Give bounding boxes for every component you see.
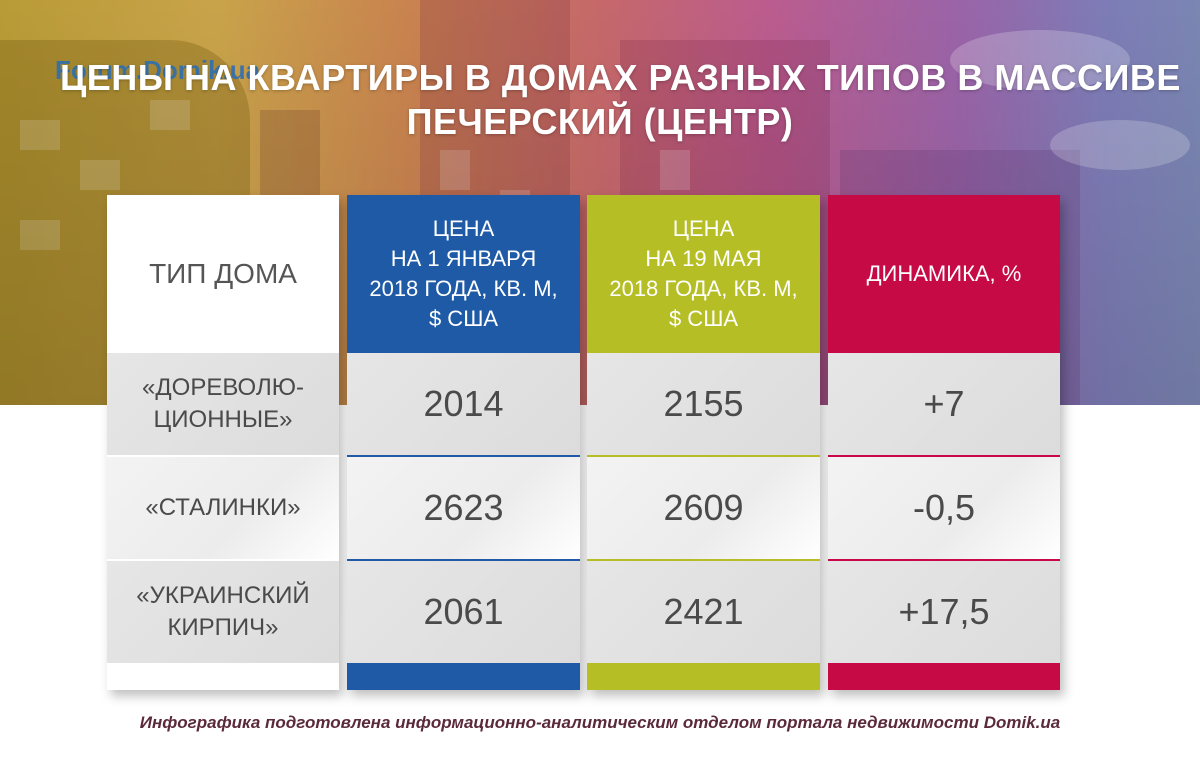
column-price-may: ЦЕНА НА 19 МАЯ 2018 ГОДА, КВ. М, $ США 2… xyxy=(587,195,820,690)
type-cell-stalinki: «СТАЛИНКИ» xyxy=(107,457,339,559)
price-may-cell: 2421 xyxy=(587,561,820,663)
column-dynamics: ДИНАМИКА, % +7 -0,5 +17,5 xyxy=(828,195,1060,690)
watermark-logo: Forum.Domik.ua xyxy=(55,55,261,85)
header-house-type: ТИП ДОМА xyxy=(149,257,297,289)
price-may-cell: 2155 xyxy=(587,353,820,455)
page-title: ЦЕНЫ НА КВАРТИРЫ В ДОМАХ РАЗНЫХ ТИПОВ В … xyxy=(60,56,1181,144)
header-price-jan: ЦЕНА НА 1 ЯНВАРЯ 2018 ГОДА, КВ. М, $ США xyxy=(369,215,558,331)
price-jan-cell: 2014 xyxy=(347,353,580,455)
column-price-jan: ЦЕНА НА 1 ЯНВАРЯ 2018 ГОДА, КВ. М, $ США… xyxy=(347,195,580,690)
dynamics-cell: +17,5 xyxy=(828,561,1060,663)
price-jan-cell: 2061 xyxy=(347,561,580,663)
title-line-2: ПЕЧЕРСКИЙ (ЦЕНТР) xyxy=(406,101,794,142)
type-cell-ukrainian-brick: «УКРАИНСКИЙ КИРПИЧ» xyxy=(107,561,339,663)
title-line-1: ЦЕНЫ НА КВАРТИРЫ В ДОМАХ РАЗНЫХ ТИПОВ В … xyxy=(60,57,1181,98)
header-dynamics: ДИНАМИКА, % xyxy=(866,260,1022,286)
header-price-may: ЦЕНА НА 19 МАЯ 2018 ГОДА, КВ. М, $ США xyxy=(609,215,798,331)
price-may-cell: 2609 xyxy=(587,457,820,559)
dynamics-cell: -0,5 xyxy=(828,457,1060,559)
type-cell-prerevolutionary: «ДОРЕВОЛЮ- ЦИОННЫЕ» xyxy=(107,353,339,455)
footer-credit: Инфографика подготовлена информационно-а… xyxy=(139,713,1061,732)
dynamics-cell: +7 xyxy=(828,353,1060,455)
price-jan-cell: 2623 xyxy=(347,457,580,559)
column-house-type: ТИП ДОМА «ДОРЕВОЛЮ- ЦИОННЫЕ» «СТАЛИНКИ» … xyxy=(107,195,339,690)
